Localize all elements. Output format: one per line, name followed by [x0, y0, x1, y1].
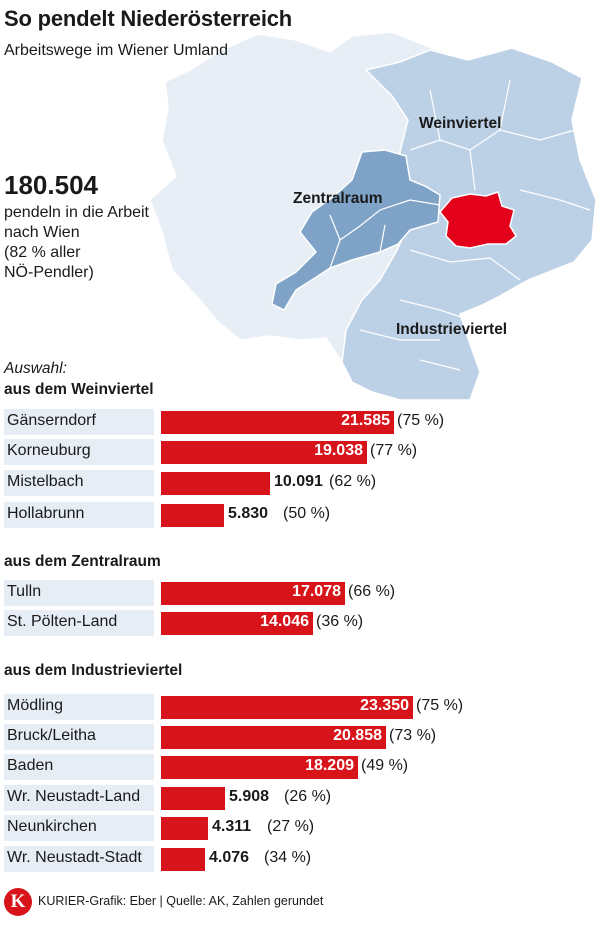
total-description: pendeln in die Arbeit nach Wien (82 % al… [4, 203, 184, 283]
bar-value-label: 5.830 [228, 505, 269, 522]
source-credit: KURIER-Grafik: Eber | Quelle: AK, Zahlen… [38, 894, 324, 908]
district-name: Korneuburg [7, 442, 91, 459]
bar-row: Gänserndorf 21.585 (75 %) [0, 409, 616, 435]
bar [161, 582, 345, 605]
row-label-background [4, 470, 154, 496]
district-name: Wr. Neustadt-Land [7, 788, 141, 805]
bar-row: St. Pölten-Land 14.046 (36 %) [0, 610, 616, 636]
description-line: nach Wien [4, 224, 80, 241]
percent-label: (34 %) [264, 849, 312, 866]
percent-label: (36 %) [316, 613, 364, 630]
bar-value-label: 19.038 [314, 442, 363, 459]
description-line: pendeln in die Arbeit [4, 204, 149, 221]
chart-subtitle: Arbeitswege im Wiener Umland [4, 42, 229, 59]
bar-row: Mödling 23.350 (75 %) [0, 694, 616, 720]
bar-value-label: 18.209 [305, 757, 354, 774]
percent-label: (66 %) [348, 583, 396, 600]
percent-label: (73 %) [389, 727, 437, 744]
map-district-border [329, 199, 441, 269]
percent-label: (49 %) [361, 757, 409, 774]
percent-label: (77 %) [370, 442, 418, 459]
bar [161, 411, 394, 434]
map-region-zentralraum [271, 149, 441, 311]
bar-value-label: 4.076 [209, 849, 250, 866]
district-name: Tulln [7, 583, 42, 600]
map-label-weinviertel: Weinviertel [419, 115, 502, 132]
map-label-industrieviertel: Industrieviertel [396, 321, 508, 338]
bar-value-label: 20.858 [333, 727, 382, 744]
bar-row: Mistelbach 10.091 (62 %) [0, 470, 616, 496]
footer: K KURIER-Grafik: Eber | Quelle: AK, Zahl… [0, 888, 616, 918]
district-name: Neunkirchen [7, 818, 97, 835]
description-line: NÖ-Pendler) [4, 264, 94, 281]
chart-title: So pendelt Niederösterreich [4, 6, 293, 31]
bar-value-label: 10.091 [274, 473, 323, 490]
row-label-background [4, 502, 154, 528]
district-name: Baden [7, 757, 54, 774]
bar-row: Tulln 17.078 (66 %) [0, 580, 616, 606]
district-name: Mödling [7, 697, 64, 714]
bar [161, 787, 225, 810]
bar-row: Bruck/Leitha 20.858 (73 %) [0, 724, 616, 750]
bar [161, 726, 386, 749]
bar-row: Wr. Neustadt-Land 5.908 (26 %) [0, 785, 616, 811]
bar-row: Hollabrunn 5.830 (50 %) [0, 502, 616, 528]
district-name: Gänserndorf [7, 412, 96, 429]
bar-value-label: 5.908 [229, 788, 270, 805]
group-title: aus dem Weinviertel [4, 381, 154, 398]
bar-row: Wr. Neustadt-Stadt 4.076 (34 %) [0, 846, 616, 872]
bar-value-label: 4.311 [212, 818, 252, 835]
bar-value-label: 14.046 [260, 613, 309, 630]
row-label-background [4, 439, 154, 465]
bar [161, 472, 270, 495]
percent-label: (26 %) [284, 788, 332, 805]
bar [161, 817, 208, 840]
bar-value-label: 17.078 [292, 583, 341, 600]
row-label-background [4, 754, 154, 780]
percent-label: (62 %) [329, 473, 377, 490]
bar-row: Korneuburg 19.038 (77 %) [0, 439, 616, 465]
row-label-background [4, 610, 154, 636]
bar [161, 612, 313, 635]
district-name: St. Pölten-Land [7, 613, 118, 630]
row-label-background [4, 724, 154, 750]
group-title: aus dem Industrieviertel [4, 662, 183, 679]
bar [161, 441, 367, 464]
bar [161, 756, 358, 779]
percent-label: (75 %) [416, 697, 464, 714]
kurier-logo: K [4, 888, 32, 916]
percent-label: (27 %) [267, 818, 315, 835]
row-label-background [4, 409, 154, 435]
description-line: (82 % aller [4, 244, 81, 261]
district-name: Mistelbach [7, 473, 84, 490]
bar [161, 848, 205, 871]
district-name: Bruck/Leitha [7, 727, 96, 744]
bar [161, 696, 413, 719]
row-label-background [4, 694, 154, 720]
row-label-background [4, 580, 154, 606]
bar [161, 504, 224, 527]
percent-label: (50 %) [283, 505, 331, 522]
map-district-border [359, 79, 591, 371]
row-label-background [4, 815, 154, 841]
selection-label: Auswahl: [4, 360, 67, 377]
bar-row: Neunkirchen 4.311 (27 %) [0, 815, 616, 841]
bar-value-label: 23.350 [360, 697, 409, 714]
district-name: Hollabrunn [7, 505, 85, 522]
group-title: aus dem Zentralraum [4, 553, 161, 570]
bar-value-label: 21.585 [341, 412, 390, 429]
lower-austria-map [149, 31, 597, 400]
row-label-background [4, 785, 154, 811]
percent-label: (75 %) [397, 412, 445, 429]
total-commuters: 180.504 [4, 170, 98, 200]
map-label-zentralraum: Zentralraum [293, 190, 383, 207]
bar-row: Baden 18.209 (49 %) [0, 754, 616, 780]
row-label-background [4, 846, 154, 872]
district-name: Wr. Neustadt-Stadt [7, 849, 142, 866]
map-region-wien [439, 191, 517, 249]
